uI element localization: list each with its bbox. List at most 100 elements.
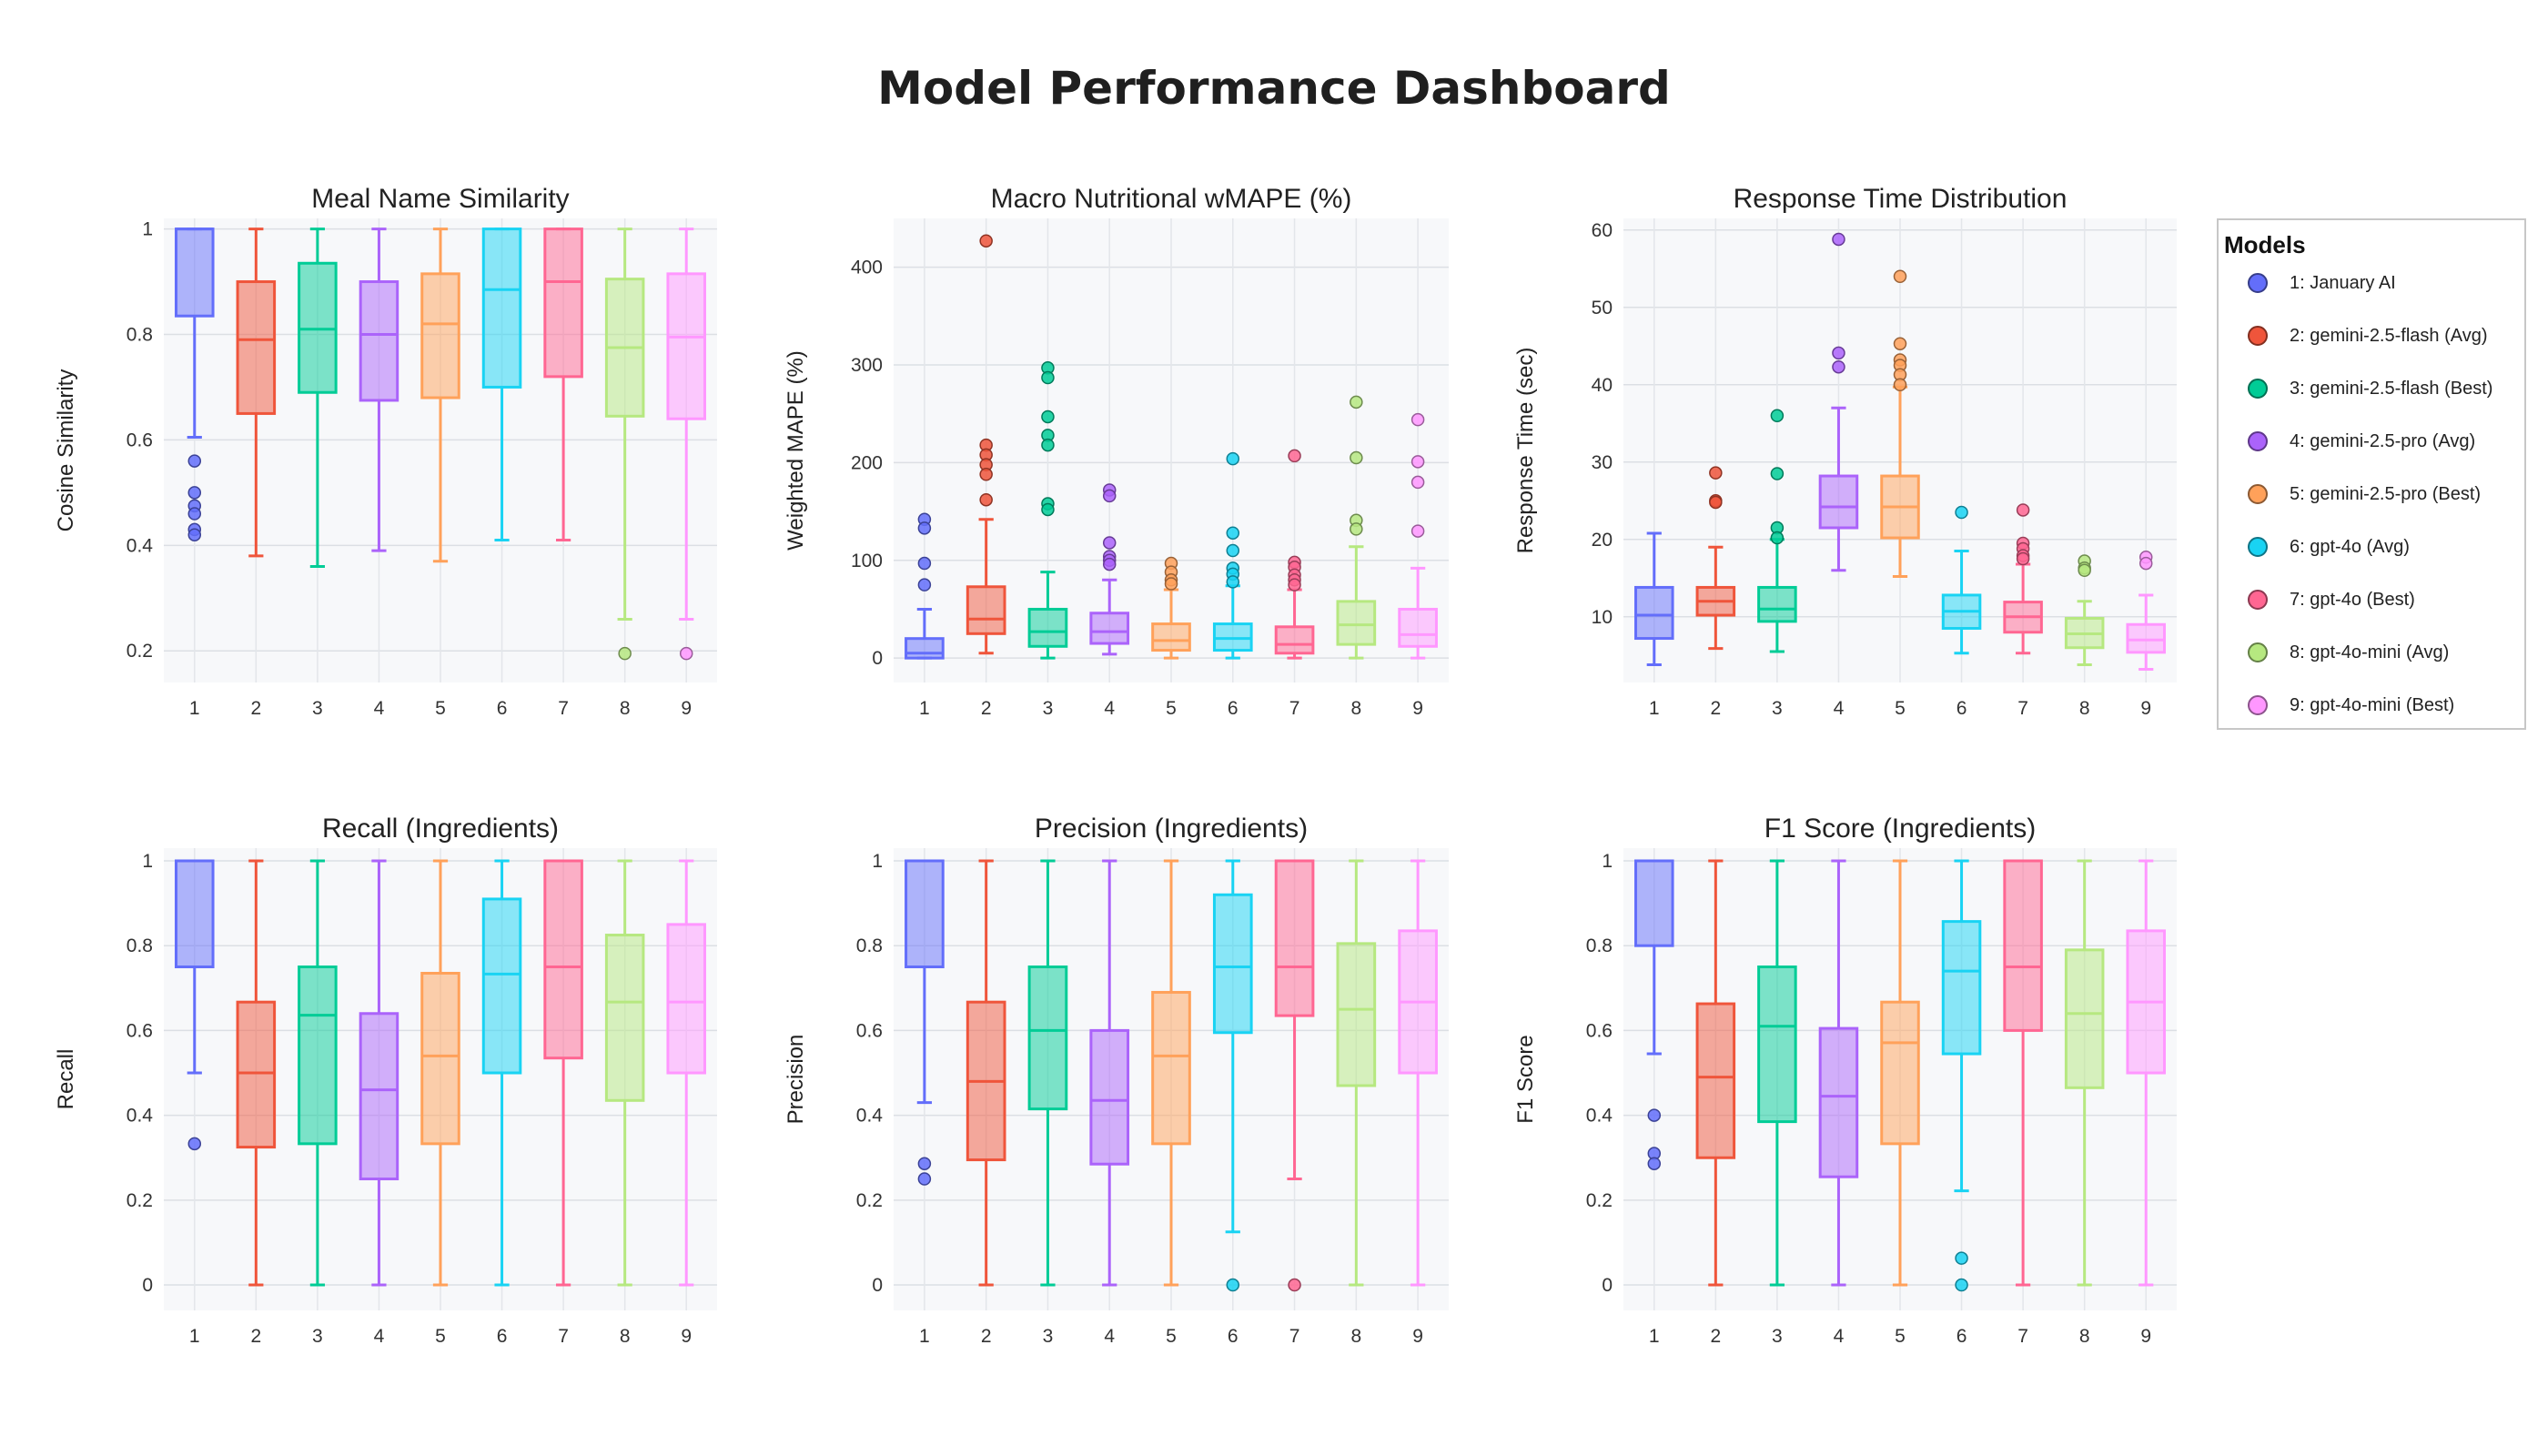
box-series-5 — [1880, 859, 1920, 1287]
legend-marker — [2248, 484, 2268, 504]
box-series-6 — [481, 228, 522, 542]
x-tick-label: 7 — [1289, 698, 1300, 719]
x-tick-label: 7 — [558, 698, 569, 719]
y-axis-label: Weighted MAPE (%) — [784, 350, 808, 551]
x-tick-label: 1 — [1649, 1326, 1660, 1347]
chart-panel: 0.2 0.4 0.6 0.8 1 1 2 3 4 5 6 7 8 9 Meal Name Similari… — [54, 184, 717, 719]
x-tick-label: 5 — [1166, 698, 1177, 719]
y-tick-label: 0 — [142, 1275, 153, 1296]
box — [1634, 585, 1674, 641]
legend-item[interactable]: 9: gpt-4o-mini (Best) — [2219, 688, 2524, 724]
y-tick-label: 0.8 — [856, 935, 883, 956]
box — [1634, 859, 1674, 947]
outlier-point — [1102, 557, 1117, 571]
outlier-point — [979, 492, 993, 507]
box — [1212, 893, 1253, 1035]
box-series-6 — [481, 859, 522, 1287]
box-series-3 — [1757, 859, 1797, 1287]
y-tick-label: 1 — [1602, 851, 1613, 872]
legend-item[interactable]: 2: gemini-2.5-flash (Avg) — [2219, 318, 2524, 355]
outlier-point — [1226, 575, 1240, 589]
box — [1212, 622, 1253, 652]
legend-marker — [2248, 379, 2268, 399]
legend-label: 9: gpt-4o-mini (Best) — [2290, 695, 2455, 715]
box-series-2 — [1695, 859, 1736, 1287]
outlier-point — [1832, 232, 1845, 247]
outlier-point — [1832, 346, 1845, 360]
legend-item[interactable]: 1: January AI — [2219, 266, 2524, 302]
y-axis-label: F1 Score — [1513, 1035, 1538, 1123]
y-tick-label: 1 — [142, 851, 153, 872]
chart-panel: 0 0.2 0.4 0.6 0.8 1 1 2 3 4 5 6 7 8 9 F1 Score (Ingredi… — [1513, 814, 2177, 1347]
x-tick-label: 6 — [1228, 1326, 1239, 1347]
box — [543, 228, 583, 379]
outlier-point — [2016, 551, 2030, 566]
x-tick-label: 3 — [1772, 698, 1783, 719]
x-tick-label: 8 — [1350, 698, 1361, 719]
outlier-point — [1770, 409, 1785, 422]
box — [1398, 607, 1438, 648]
box-series-6 — [1941, 505, 1982, 655]
x-tick-label: 5 — [1166, 1326, 1177, 1347]
outlier-point — [1410, 524, 1425, 538]
x-tick-label: 9 — [1412, 1326, 1423, 1347]
outlier-point — [618, 646, 632, 661]
outlier-point — [1955, 1251, 1968, 1265]
box — [604, 934, 645, 1102]
box — [1880, 1000, 1920, 1146]
legend-item[interactable]: 6: gpt-4o (Avg) — [2219, 530, 2524, 566]
box-series-4 — [1089, 483, 1130, 656]
outlier-point — [1288, 449, 1301, 463]
box-series-4 — [359, 228, 399, 552]
y-tick-label: 0 — [872, 648, 883, 669]
x-tick-label: 1 — [1649, 698, 1660, 719]
box — [2064, 948, 2105, 1089]
box — [1027, 965, 1068, 1111]
y-tick-label: 0.6 — [856, 1020, 883, 1041]
outlier-point — [917, 1157, 932, 1170]
legend-item[interactable]: 7: gpt-4o (Best) — [2219, 582, 2524, 619]
outlier-point — [679, 646, 693, 661]
chart-title: Recall (Ingredients) — [322, 814, 559, 844]
x-tick-label: 5 — [1895, 1326, 1906, 1347]
box — [1818, 474, 1859, 530]
legend-item[interactable]: 3: gemini-2.5-flash (Best) — [2219, 371, 2524, 408]
outlier-point — [187, 486, 202, 500]
outlier-point — [1893, 269, 1907, 283]
box-series-3 — [1757, 409, 1797, 653]
box-series-5 — [420, 859, 460, 1287]
box-series-6 — [1212, 451, 1253, 660]
chart-panel: 0 0.2 0.4 0.6 0.8 1 1 2 3 4 5 6 7 8 9 Recall (Ingredien… — [54, 814, 717, 1347]
box-series-9 — [1398, 412, 1438, 660]
outlier-point — [1770, 467, 1785, 480]
chart-panel: 10 20 30 40 50 60 1 2 3 4 5 6 7 8 9 Response Time Distr… — [1513, 184, 2177, 719]
box-series-7 — [2003, 859, 2043, 1287]
box-series-4 — [1089, 859, 1130, 1287]
legend-marker — [2248, 431, 2268, 451]
box-series-2 — [966, 859, 1006, 1287]
outlier-point — [1164, 577, 1178, 591]
y-tick-label: 0.8 — [126, 935, 153, 956]
dashboard-title: Model Performance Dashboard — [877, 62, 1671, 115]
box-series-7 — [2003, 503, 2043, 655]
legend-label: 4: gemini-2.5-pro (Avg) — [2290, 431, 2476, 451]
box-series-3 — [298, 228, 338, 568]
box — [175, 228, 215, 318]
legend-item[interactable]: 5: gemini-2.5-pro (Best) — [2219, 477, 2524, 513]
box-series-1 — [1634, 531, 1674, 666]
x-tick-label: 3 — [1043, 1326, 1054, 1347]
box — [1336, 942, 1377, 1087]
outlier-point — [2138, 556, 2153, 571]
box — [905, 859, 945, 968]
box — [966, 585, 1006, 635]
box-series-7 — [1274, 449, 1315, 660]
legend-item[interactable]: 4: gemini-2.5-pro (Avg) — [2219, 424, 2524, 460]
box-series-1 — [175, 859, 215, 1151]
box-series-2 — [1695, 466, 1736, 651]
box-series-4 — [359, 859, 399, 1287]
x-tick-label: 5 — [435, 1326, 446, 1347]
legend-item[interactable]: 8: gpt-4o-mini (Avg) — [2219, 635, 2524, 672]
legend-label: 5: gemini-2.5-pro (Best) — [2290, 484, 2482, 504]
box — [175, 859, 215, 968]
legend-title: Models — [2224, 231, 2306, 258]
